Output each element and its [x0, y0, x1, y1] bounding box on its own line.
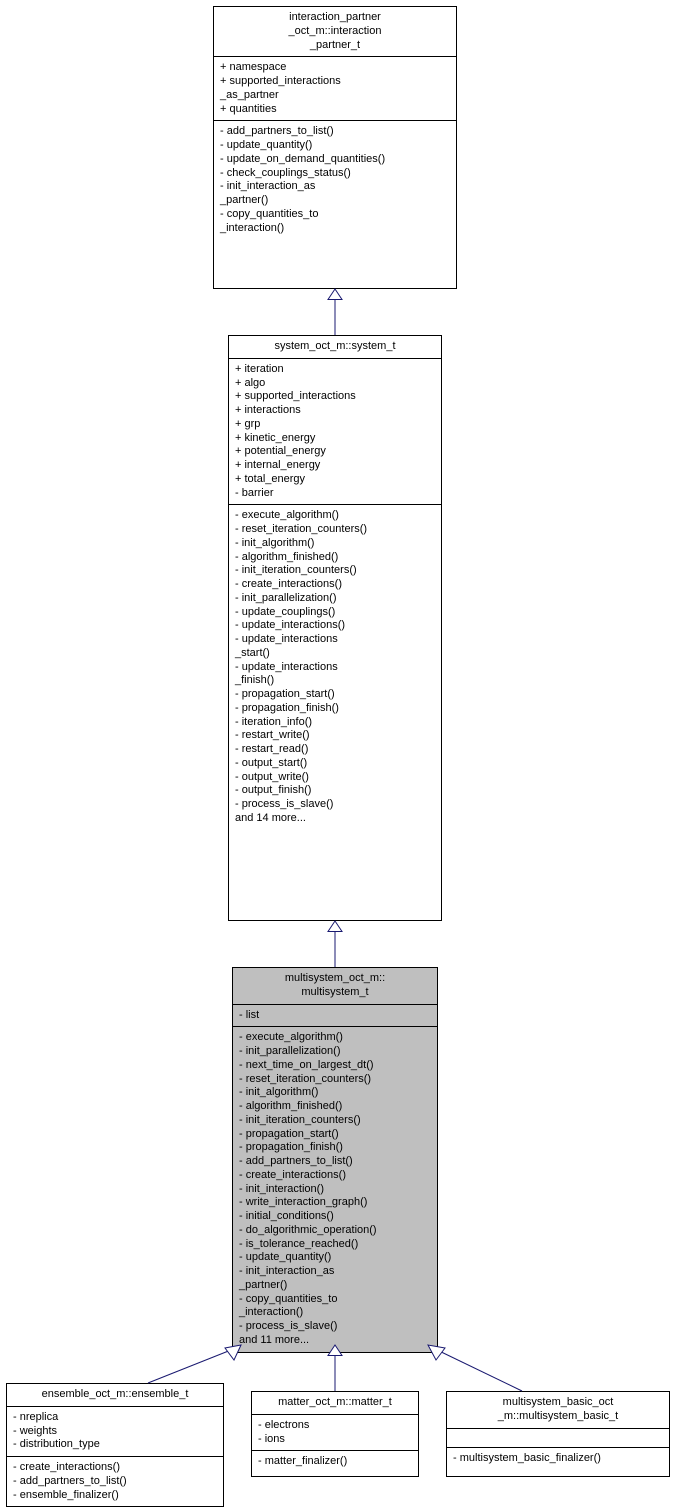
node-multisystem-basic[interactable]: multisystem_basic_oct_m::multisystem_bas… — [446, 1391, 670, 1477]
node-title: multisystem_basic_oct_m::multisystem_bas… — [447, 1392, 669, 1429]
node-matter[interactable]: matter_oct_m::matter_t - electrons- ions… — [251, 1391, 419, 1477]
node-attrs: - nreplica- weights- distribution_type — [7, 1407, 223, 1457]
node-ensemble[interactable]: ensemble_oct_m::ensemble_t - nreplica- w… — [6, 1383, 224, 1507]
node-title: multisystem_oct_m::multisystem_t — [233, 968, 437, 1005]
node-attrs — [447, 1429, 669, 1448]
node-title: interaction_partner_oct_m::interaction_p… — [214, 7, 456, 57]
node-attrs: - electrons- ions — [252, 1415, 418, 1452]
node-ops: - add_partners_to_list()- update_quantit… — [214, 121, 456, 239]
node-attrs: + iteration+ algo+ supported_interaction… — [229, 359, 441, 506]
node-title: matter_oct_m::matter_t — [252, 1392, 418, 1415]
node-ops: - execute_algorithm()- init_parallelizat… — [233, 1027, 437, 1351]
node-attrs: + namespace+ supported_interactions_as_p… — [214, 57, 456, 121]
node-system[interactable]: system_oct_m::system_t + iteration+ algo… — [228, 335, 442, 921]
node-ops: - multisystem_basic_finalizer() — [447, 1448, 669, 1470]
node-multisystem[interactable]: multisystem_oct_m::multisystem_t - list … — [232, 967, 438, 1353]
node-ops: - matter_finalizer() — [252, 1451, 418, 1473]
node-interaction-partner[interactable]: interaction_partner_oct_m::interaction_p… — [213, 6, 457, 289]
node-title: ensemble_oct_m::ensemble_t — [7, 1384, 223, 1407]
node-title: system_oct_m::system_t — [229, 336, 441, 359]
node-ops: - create_interactions()- add_partners_to… — [7, 1457, 223, 1506]
node-ops: - execute_algorithm()- reset_iteration_c… — [229, 505, 441, 829]
node-attrs: - list — [233, 1005, 437, 1028]
